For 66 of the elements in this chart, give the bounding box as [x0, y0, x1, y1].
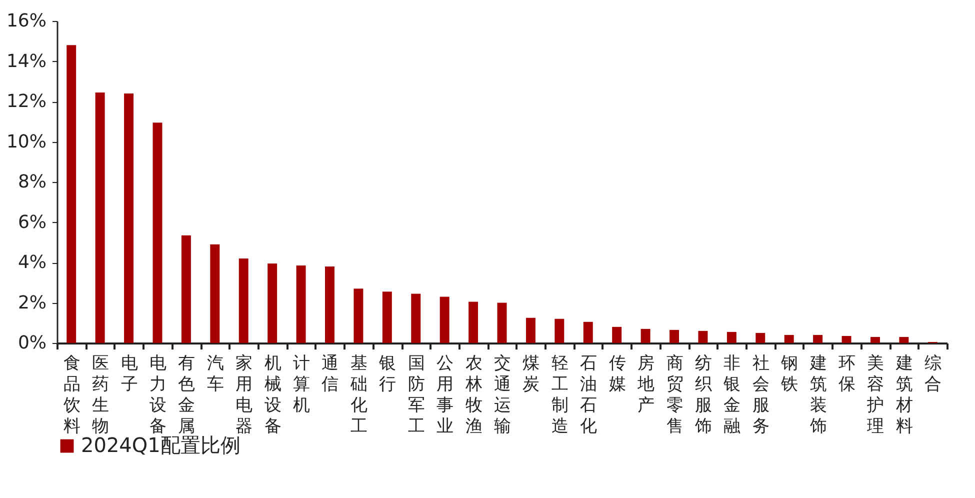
bar — [726, 332, 736, 343]
bar — [66, 45, 76, 343]
x-tick-label: 基础化工 — [349, 354, 368, 436]
x-tick-label: 传媒 — [608, 354, 626, 394]
y-tick-label: 6% — [18, 212, 46, 233]
x-tick-label: 社会服务 — [752, 354, 770, 436]
y-tick-label: 2% — [18, 292, 46, 314]
bar — [440, 296, 450, 343]
bar — [268, 264, 278, 343]
x-tick-label: 通信 — [322, 354, 339, 394]
x-tick-label: 建筑材料 — [894, 354, 913, 436]
bar — [210, 244, 220, 343]
bar — [181, 235, 191, 343]
x-tick-label: 农林牧渔 — [464, 354, 482, 436]
x-tick-label: 计算机 — [293, 354, 310, 416]
x-tick-label: 银行 — [378, 354, 396, 394]
x-tick-label: 非银金融 — [722, 354, 741, 436]
x-tick-label: 轻工制造 — [551, 354, 568, 436]
bar — [612, 326, 622, 343]
bar — [238, 258, 248, 343]
bar — [554, 318, 564, 343]
x-tick-label: 石油石化 — [580, 354, 598, 436]
x-tick-label: 综合 — [924, 354, 942, 394]
bar — [784, 334, 794, 343]
y-tick-label: 10% — [6, 131, 46, 152]
bar — [411, 294, 421, 343]
x-tick-label: 纺织服饰 — [694, 354, 712, 436]
bar — [526, 318, 536, 343]
bar — [152, 122, 162, 343]
y-tick-label: 8% — [18, 172, 46, 192]
x-tick-label: 建筑装饰 — [808, 354, 827, 436]
y-tick-label: 4% — [18, 252, 46, 273]
x-tick-label: 食品饮料 — [62, 354, 80, 436]
x-tick-label: 国防军工 — [408, 354, 425, 436]
bar — [497, 302, 507, 343]
bar — [899, 336, 909, 343]
bar — [124, 93, 134, 343]
y-tick-label: 16% — [6, 10, 46, 32]
bar — [670, 330, 679, 343]
x-tick-label: 机械设备 — [264, 354, 282, 436]
x-tick-label: 煤炭 — [522, 354, 540, 394]
bar — [296, 266, 306, 343]
x-tick-label: 房地产 — [636, 354, 655, 416]
bar — [583, 322, 593, 343]
bar — [813, 334, 823, 343]
bar — [354, 288, 364, 343]
y-tick-label: 0% — [18, 332, 46, 354]
y-tick-label: 14% — [6, 50, 46, 72]
y-tick-label: 12% — [6, 91, 46, 112]
bar — [95, 92, 105, 343]
x-tick-label: 环保 — [838, 354, 856, 394]
x-tick-label: 电子 — [120, 354, 138, 394]
x-tick-label: 公用事业 — [436, 354, 454, 436]
bar — [468, 302, 478, 343]
bar — [756, 332, 766, 343]
bar — [870, 336, 880, 343]
x-tick-label: 汽车 — [206, 354, 224, 394]
bar — [842, 336, 852, 343]
bar — [698, 330, 708, 343]
bar — [325, 266, 334, 343]
x-tick-label: 交通运输 — [494, 354, 511, 436]
x-tick-label: 钢铁 — [780, 354, 798, 394]
bar — [382, 292, 392, 343]
x-tick-label: 美容护理 — [866, 354, 884, 436]
x-tick-label: 商贸零售 — [666, 354, 684, 436]
bar — [640, 328, 650, 343]
